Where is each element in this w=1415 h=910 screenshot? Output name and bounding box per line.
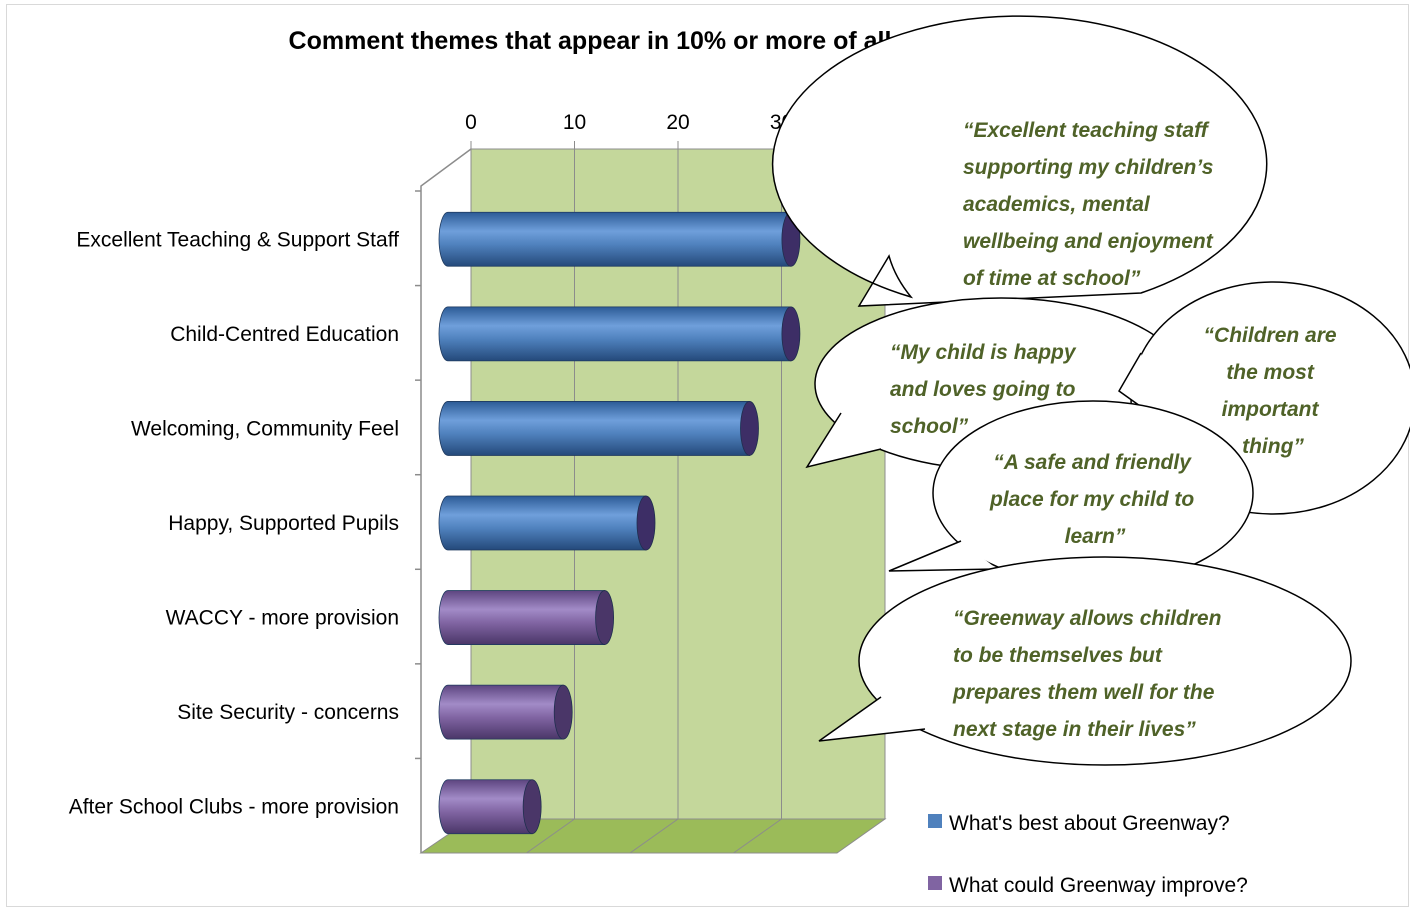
- bar: [438, 211, 801, 267]
- bubble-tail-outline: [818, 696, 926, 742]
- quote-line: “Greenway allows children: [953, 607, 1221, 630]
- quote-text: “My child is happy and loves going to sc…: [890, 341, 1081, 438]
- chart-frame: Comment themes that appear in 10% or mor…: [6, 4, 1410, 907]
- bubble-tail-outline: [888, 540, 998, 572]
- category-label: Welcoming, Community Feel: [131, 417, 399, 440]
- category-label: Happy, Supported Pupils: [168, 512, 399, 535]
- quote-bubble-5: “Greenway allows children to be themselv…: [818, 556, 1352, 766]
- quote-line: thing”: [1242, 435, 1304, 458]
- bubble-tail: [819, 697, 925, 741]
- quote-line: academics, mental: [963, 193, 1151, 216]
- bar: [438, 306, 801, 362]
- legend-swatch-improve: [928, 876, 942, 890]
- quote-line: prepares them well for the: [952, 681, 1215, 704]
- bar: [438, 590, 614, 645]
- bar-end-cap: [522, 779, 542, 835]
- quote-bubble-4: “A safe and friendly place for my child …: [888, 400, 1254, 586]
- bar-end-cap: [553, 684, 573, 740]
- quote-line: “My child is happy: [890, 341, 1077, 364]
- bubble-tail: [1119, 353, 1161, 421]
- bubble-tail-outline: [805, 412, 882, 469]
- quote-line: “Children are: [1204, 324, 1337, 347]
- bar-end-cap: [781, 306, 801, 362]
- quote-line: wellbeing and enjoyment: [963, 230, 1214, 253]
- bar-body: [438, 495, 647, 551]
- bar-end-cap: [740, 401, 759, 456]
- bubble-shape: [771, 15, 1268, 307]
- quote-text: “Children are the most important thing”: [1204, 324, 1343, 458]
- quote-line: of time at school”: [963, 267, 1141, 290]
- bar: [438, 401, 759, 456]
- quote-line: the most: [1226, 361, 1315, 384]
- x-tick-label: 0: [465, 111, 477, 134]
- bar: [438, 495, 656, 551]
- bar: [438, 684, 573, 740]
- floor-gridline: [733, 818, 782, 854]
- floor-gridline: [526, 818, 575, 854]
- quote-line: to be themselves but: [953, 644, 1163, 667]
- bar-body: [438, 684, 564, 740]
- quote-line: supporting my children’s: [963, 156, 1213, 179]
- bubble-tail: [889, 541, 997, 571]
- bar-body: [438, 779, 533, 835]
- legend-label-improve: What could Greenway improve?: [949, 874, 1248, 897]
- x-tick-label: 20: [666, 111, 689, 134]
- quote-line: school”: [890, 415, 969, 438]
- legend-label-best: What's best about Greenway?: [949, 812, 1230, 835]
- legend: What's best about Greenway? What could G…: [928, 812, 1248, 897]
- quote-line: “A safe and friendly: [993, 451, 1192, 474]
- category-label: WACCY - more provision: [166, 607, 399, 630]
- chart: Comment themes that appear in 10% or mor…: [69, 15, 1410, 897]
- bar-body: [438, 211, 792, 267]
- bar-end-cap: [595, 590, 614, 645]
- quote-line: next stage in their lives”: [953, 718, 1196, 741]
- bar-body: [438, 401, 750, 456]
- bar: [438, 779, 542, 835]
- quote-text: “Greenway allows children to be themselv…: [952, 607, 1227, 741]
- bar-body: [438, 306, 792, 362]
- category-label: Excellent Teaching & Support Staff: [76, 228, 399, 251]
- quote-line: place for my child to: [989, 488, 1194, 511]
- quote-line: “Excellent teaching staff: [963, 119, 1210, 142]
- category-labels: Excellent Teaching & Support Staff Child-…: [69, 190, 421, 819]
- quote-text: “A safe and friendly place for my child …: [989, 451, 1200, 548]
- category-label: After School Clubs - more provision: [69, 796, 399, 819]
- quote-line: important: [1222, 398, 1320, 421]
- quote-line: and loves going to: [890, 378, 1076, 401]
- quote-bubble-1: “Excellent teaching staff supporting my …: [771, 15, 1268, 307]
- quote-line: learn”: [1065, 525, 1126, 548]
- bar-body: [438, 590, 605, 645]
- x-tick-label: 10: [563, 111, 586, 134]
- bubble-shape: [858, 556, 1352, 766]
- plot-side-wall: [420, 148, 472, 853]
- quote-text: “Excellent teaching staff supporting my …: [963, 119, 1219, 290]
- legend-swatch-best: [928, 814, 942, 828]
- category-label: Child-Centred Education: [170, 323, 399, 346]
- bar-end-cap: [636, 495, 656, 551]
- floor-gridline: [629, 818, 679, 854]
- category-label: Site Security - concerns: [177, 701, 399, 724]
